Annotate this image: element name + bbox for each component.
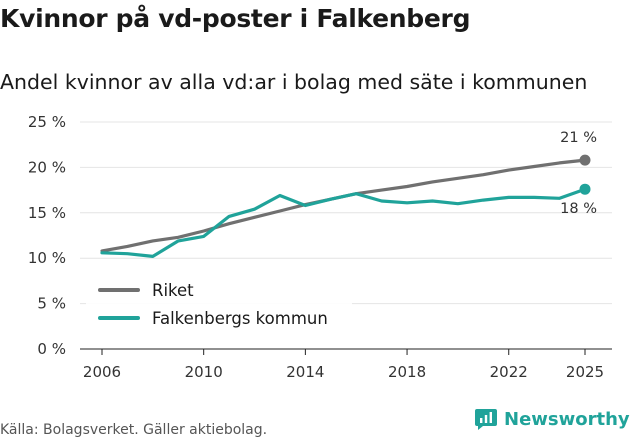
x-tick-label: 2014: [286, 363, 324, 381]
y-tick-label: 10 %: [28, 249, 66, 267]
x-tick-label: 2018: [388, 363, 426, 381]
chart-title: Kvinnor på vd-poster i Falkenberg: [0, 4, 471, 33]
legend-background: [86, 274, 352, 336]
y-tick-label: 5 %: [37, 295, 66, 313]
y-tick-label: 0 %: [37, 340, 66, 358]
x-tick-label: 2022: [490, 363, 528, 381]
x-tick-label: 2025: [566, 363, 604, 381]
x-tick-label: 2010: [185, 363, 223, 381]
end-point-riket: [579, 154, 591, 166]
legend-label: Falkenbergs kommun: [152, 309, 328, 328]
x-tick-label: 2006: [83, 363, 121, 381]
chart-subtitle: Andel kvinnor av alla vd:ar i bolag med …: [0, 70, 588, 94]
brand-logo: Newsworthy: [474, 407, 630, 431]
brand-name: Newsworthy: [504, 408, 630, 430]
y-tick-label: 15 %: [28, 204, 66, 222]
series-line-falkenberg: [100, 187, 587, 258]
newsworthy-logo-icon: [475, 409, 497, 430]
end-label-falkenberg: 18 %: [560, 201, 597, 217]
series-line-riket: [100, 158, 587, 253]
y-tick-label: 25 %: [28, 113, 66, 131]
end-point-falkenberg: [579, 183, 591, 195]
source-note: Källa: Bolagsverket. Gäller aktiebolag.: [0, 422, 268, 438]
y-tick-label: 20 %: [28, 158, 66, 176]
line-chart: 0 % 5 % 10 % 15 % 20 % 25 % 2006 2010 2014 2018 20…: [28, 113, 612, 381]
end-label-riket: 21 %: [560, 130, 597, 146]
legend-label: Riket: [152, 281, 194, 300]
